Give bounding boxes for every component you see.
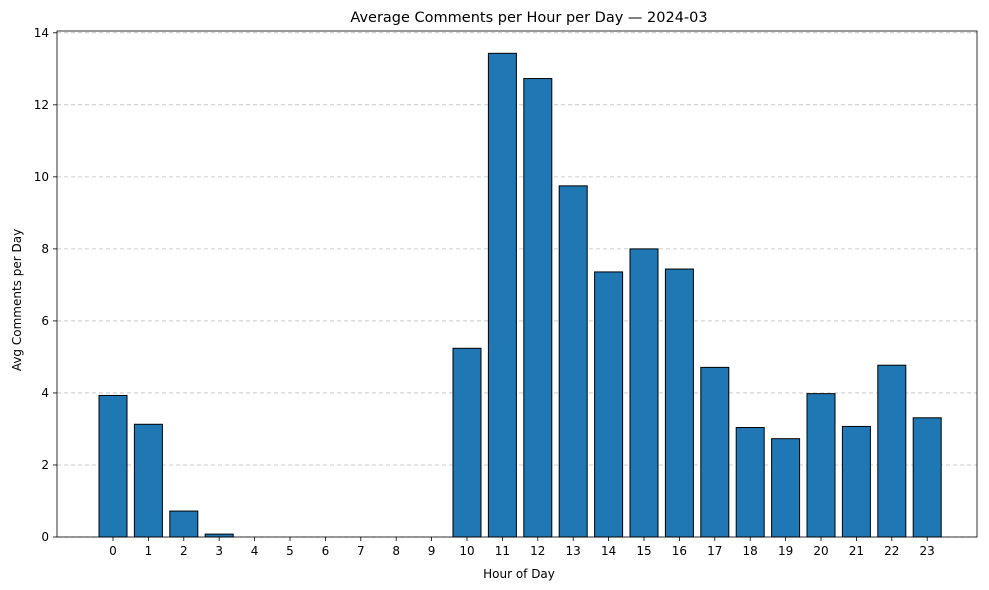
y-tick-label: 6 [41,314,49,328]
bar-hour-14 [594,271,624,538]
x-tick-label: 19 [778,544,793,558]
bar-hour-21 [841,425,871,538]
y-axis-label: Avg Comments per Day [10,229,24,371]
y-tick-label: 8 [41,242,49,256]
x-tick-label: 11 [495,544,510,558]
bar-hour-17 [700,366,730,538]
x-tick-label: 4 [251,544,259,558]
x-tick-label: 21 [849,544,864,558]
x-tick-label: 7 [357,544,365,558]
bar-hour-0 [98,394,128,538]
bar-hour-2 [169,510,199,538]
x-tick-label: 8 [392,544,400,558]
bar-hour-11 [487,52,517,538]
x-tick-label: 20 [813,544,828,558]
x-tick-label: 3 [215,544,223,558]
grid-layer [57,32,977,538]
x-tick-label: 18 [743,544,758,558]
x-tick-label: 17 [707,544,722,558]
x-tick-label: 9 [428,544,436,558]
x-tick-label: 0 [109,544,117,558]
y-tick-label: 0 [41,530,49,544]
y-tick-label: 2 [41,458,49,472]
bar-hour-10 [452,347,482,538]
y-axis: 0 2 4 6 8 10 12 14 [34,26,57,544]
plot-frame [56,30,978,538]
bar-hour-3 [204,533,234,538]
bar-hour-23 [912,417,942,538]
y-tick-label: 12 [34,98,49,112]
bar-hour-18 [735,427,765,538]
x-tick-label: 12 [530,544,545,558]
y-tick-label: 10 [34,170,49,184]
y-tick-label: 4 [41,386,49,400]
x-tick-label: 2 [180,544,188,558]
bar-hour-20 [806,393,836,538]
x-tick-label: 6 [322,544,330,558]
x-tick-label: 23 [920,544,935,558]
x-tick-label: 10 [459,544,474,558]
y-tick-label: 14 [34,26,49,40]
bar-hour-12 [523,78,553,538]
x-tick-label: 15 [636,544,651,558]
x-tick-label: 13 [566,544,581,558]
bar-hour-13 [558,185,588,538]
bar-hour-1 [133,423,163,538]
bars-layer [98,52,942,538]
x-tick-label: 22 [884,544,899,558]
bar-hour-22 [877,364,907,538]
x-axis-label: Hour of Day [483,567,555,581]
x-tick-label: 14 [601,544,616,558]
bar-hour-16 [664,268,694,538]
x-tick-label: 1 [145,544,153,558]
x-tick-label: 16 [672,544,687,558]
x-axis: 0 1 2 3 4 5 6 7 8 9 10 11 12 13 14 15 16 17 18 19 20 21 22 23 [109,537,935,558]
bar-hour-19 [771,438,801,538]
chart-title: Average Comments per Hour per Day — 2024… [350,10,707,26]
bar-hour-15 [629,248,659,538]
x-tick-label: 5 [286,544,294,558]
